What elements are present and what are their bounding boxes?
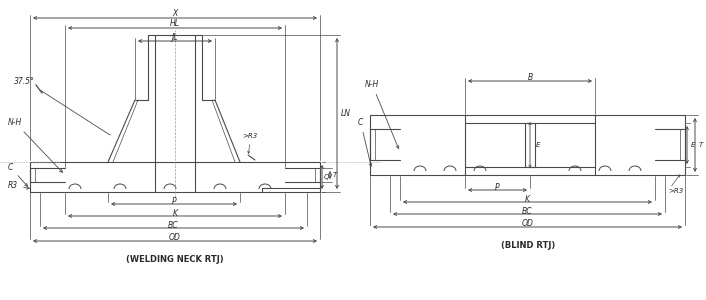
Text: HL: HL	[170, 20, 180, 28]
Text: T: T	[333, 172, 337, 178]
Text: B: B	[527, 73, 532, 82]
Text: BC: BC	[168, 220, 179, 230]
Text: T: T	[699, 142, 703, 148]
Text: BC: BC	[522, 206, 533, 215]
Text: JL: JL	[172, 32, 178, 41]
Text: X: X	[172, 10, 178, 19]
Text: >R3: >R3	[242, 133, 257, 139]
Text: N-H: N-H	[365, 80, 399, 148]
Text: >R3: >R3	[668, 188, 683, 194]
Text: (BLIND RTJ): (BLIND RTJ)	[501, 241, 555, 250]
Text: E: E	[691, 142, 695, 148]
Text: 37.5°: 37.5°	[14, 77, 35, 86]
Text: (WELDING NECK RTJ): (WELDING NECK RTJ)	[126, 256, 224, 265]
Text: C: C	[358, 118, 372, 166]
Text: C: C	[8, 163, 28, 186]
Text: N-H: N-H	[8, 118, 62, 172]
Text: OD: OD	[522, 220, 534, 229]
Text: E: E	[536, 142, 540, 148]
Text: Q: Q	[324, 174, 330, 180]
Text: K: K	[525, 194, 530, 203]
Text: OD: OD	[169, 233, 181, 242]
Text: P: P	[495, 182, 500, 191]
Text: K: K	[172, 208, 177, 217]
Text: R3: R3	[8, 181, 30, 190]
Text: P: P	[172, 196, 176, 206]
Text: LN: LN	[341, 109, 351, 118]
